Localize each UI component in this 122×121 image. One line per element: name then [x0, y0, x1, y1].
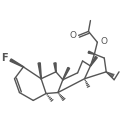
Polygon shape	[10, 59, 24, 67]
Text: O: O	[100, 37, 107, 46]
Polygon shape	[38, 63, 41, 79]
Polygon shape	[63, 67, 70, 80]
Polygon shape	[90, 57, 97, 66]
Polygon shape	[88, 51, 94, 54]
Text: O: O	[70, 31, 77, 40]
Polygon shape	[54, 63, 56, 72]
Text: F: F	[1, 53, 8, 63]
